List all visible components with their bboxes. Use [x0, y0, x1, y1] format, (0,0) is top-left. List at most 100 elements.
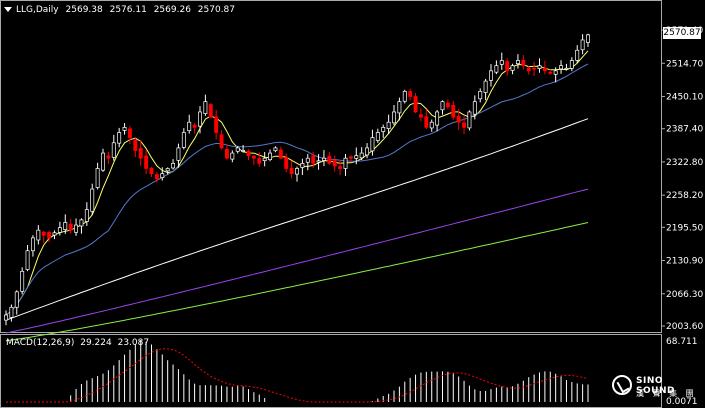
candle-body: [586, 34, 590, 43]
candle-body: [311, 155, 316, 164]
candle-body: [160, 173, 165, 178]
price-tick-label: 2322.80: [666, 158, 703, 168]
candle-body: [154, 174, 159, 180]
candle-body: [327, 155, 332, 164]
candle-body: [429, 121, 434, 129]
candle-body: [278, 149, 283, 159]
candle-body: [338, 166, 343, 169]
price-tick-label: 2130.90: [666, 257, 703, 267]
ma-green-line: [5, 222, 589, 342]
candle-body: [526, 67, 531, 72]
candle-body: [149, 167, 154, 174]
candle-body: [521, 60, 526, 67]
candle-body: [79, 219, 84, 227]
ma-mid-line: [5, 63, 589, 316]
candle-body: [144, 155, 149, 169]
price-tick-label: 2258.20: [666, 191, 703, 201]
candle-body: [203, 101, 208, 114]
candle-body: [462, 122, 467, 128]
candle-body: [122, 127, 127, 131]
current-price-tag: 2570.87: [663, 27, 701, 39]
candle-body: [510, 65, 515, 71]
candle-body: [559, 65, 564, 70]
candle-body: [284, 157, 289, 169]
candle-body: [74, 224, 79, 233]
candle-body: [198, 111, 202, 127]
ma-slow-line: [5, 118, 589, 321]
candle-body: [101, 152, 105, 171]
candle-body: [235, 147, 240, 152]
candle-body: [537, 65, 542, 69]
candle-body: [268, 152, 273, 160]
price-tick-label: 2514.70: [666, 59, 703, 69]
candle-body: [208, 104, 213, 118]
candle-body: [392, 111, 396, 124]
candle-body: [332, 160, 337, 167]
price-tick-label: 2066.30: [666, 290, 703, 300]
candle-body: [63, 222, 68, 230]
candle-body: [467, 111, 472, 129]
candle-body: [569, 60, 574, 69]
candle-body: [365, 147, 370, 156]
candle-body: [505, 61, 510, 72]
price-tick-label: 2450.10: [666, 92, 703, 102]
candle-body: [230, 152, 235, 160]
candle-body: [52, 232, 57, 236]
candle-body: [445, 102, 450, 108]
candle-body: [348, 156, 353, 159]
candle-body: [424, 116, 429, 128]
candle-body: [273, 147, 278, 152]
candle-body: [300, 162, 305, 168]
candle-body: [68, 223, 73, 231]
logo-sub: 漢 聲 集 團: [636, 389, 697, 398]
macd-histogram: 68.711 0.0071: [6, 337, 698, 407]
candle-body: [489, 70, 493, 81]
candle-body: [305, 157, 310, 163]
candle-body: [4, 314, 8, 321]
candle-body: [47, 232, 52, 239]
ma-fast-line: [5, 50, 589, 316]
candle-body: [57, 227, 62, 233]
candle-body: [181, 132, 186, 148]
candle-body: [456, 115, 461, 123]
candle-body: [219, 134, 224, 149]
candle-body: [564, 67, 569, 70]
candle-body: [408, 91, 413, 97]
logo-mark-icon: [612, 375, 632, 395]
candle-body: [580, 39, 585, 51]
logo-name: SINO SOUND: [636, 376, 675, 396]
candle-body: [171, 162, 176, 169]
symbol-dropdown-icon[interactable]: [4, 7, 12, 12]
candle-body: [397, 101, 402, 114]
candlesticks: [4, 33, 590, 326]
candle-body: [187, 121, 192, 132]
main-panel-frame: [0, 0, 662, 333]
chart-header: LLG,Daily 2569.38 2576.11 2569.26 2570.8…: [4, 5, 239, 15]
macd-header: MACD(12,26,9) 29.224 23.087: [6, 338, 152, 348]
high-value: 2576.11: [109, 5, 147, 15]
candle-body: [251, 155, 256, 159]
candle-body: [354, 155, 359, 159]
candle-body: [262, 157, 267, 162]
candle-body: [413, 96, 418, 113]
candle-body: [370, 137, 375, 152]
open-value: 2569.38: [65, 5, 103, 15]
candle-body: [127, 128, 132, 138]
candle-body: [257, 158, 262, 164]
candle-body: [553, 70, 558, 75]
candle-body: [295, 168, 299, 175]
macd-signal-line: [6, 348, 589, 403]
candle-body: [542, 67, 547, 72]
price-tick-label: 2387.40: [666, 125, 703, 135]
symbol-label: LLG,Daily: [16, 5, 59, 15]
macd-axis-label: 68.711: [666, 337, 698, 347]
candle-body: [359, 152, 364, 159]
sino-sound-logo: SINO SOUND 漢 聲 集 團: [612, 374, 698, 404]
candle-body: [418, 114, 423, 118]
candle-body: [499, 60, 504, 65]
candle-body: [95, 168, 100, 188]
close-value: 2570.87: [197, 5, 236, 15]
candle-body: [138, 147, 143, 159]
candle-body: [41, 231, 46, 236]
candle-body: [133, 139, 138, 151]
